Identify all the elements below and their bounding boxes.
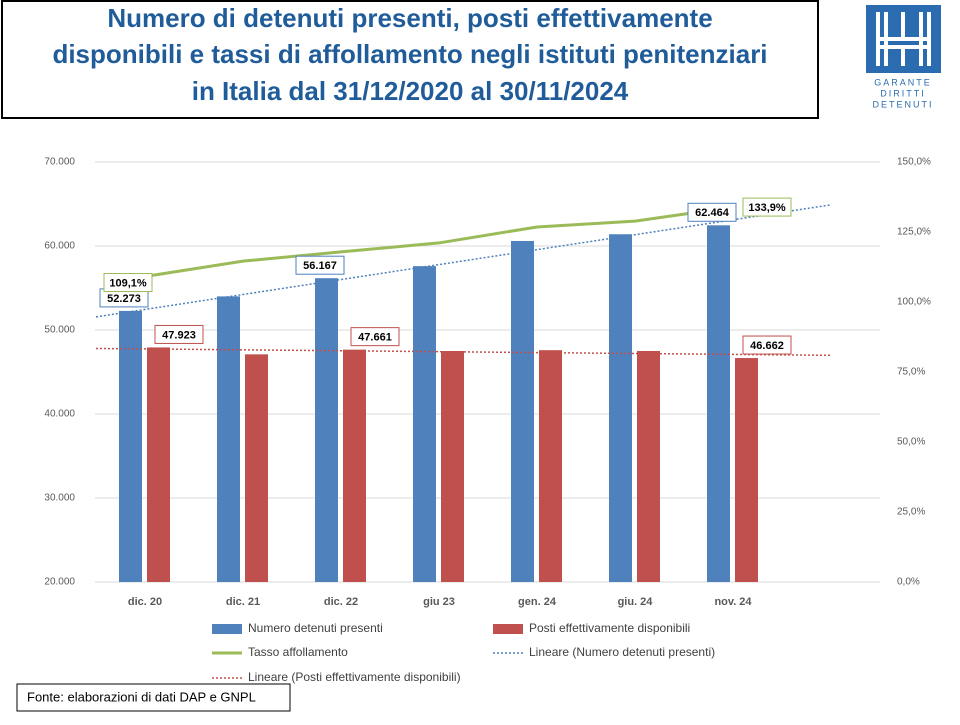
bar bbox=[637, 351, 660, 582]
value-label-box bbox=[742, 197, 792, 217]
y-tick-label: 70.000 bbox=[44, 157, 75, 168]
value-label: 52.273 bbox=[107, 293, 141, 305]
bar bbox=[147, 347, 170, 582]
bar bbox=[245, 354, 268, 582]
value-label: 47.661 bbox=[358, 332, 392, 344]
bar bbox=[217, 296, 240, 582]
value-label-box bbox=[103, 273, 153, 293]
value-label-box bbox=[295, 255, 345, 275]
logo-text: DETENUTI bbox=[873, 99, 934, 109]
x-tick-label: dic. 21 bbox=[226, 596, 260, 608]
value-label: 62.464 bbox=[695, 207, 730, 219]
bar bbox=[315, 278, 338, 582]
y-tick-label: 30.000 bbox=[44, 493, 75, 504]
x-tick-label: dic. 22 bbox=[324, 596, 358, 608]
title-line: Numero di detenuti presenti, posti effet… bbox=[107, 3, 712, 33]
y2-tick-label: 150,0% bbox=[897, 157, 931, 168]
source-box bbox=[16, 683, 291, 712]
legend-label: Tasso affollamento bbox=[248, 645, 348, 659]
bar bbox=[511, 240, 534, 582]
y2-tick-label: 25,0% bbox=[897, 507, 925, 518]
bar bbox=[119, 310, 142, 582]
title-box bbox=[1, 0, 819, 119]
y-tick-label: 40.000 bbox=[44, 409, 75, 420]
y2-tick-label: 100,0% bbox=[897, 297, 931, 308]
x-tick-label: nov. 24 bbox=[714, 596, 752, 608]
bar bbox=[539, 350, 562, 582]
legend-swatch bbox=[493, 624, 523, 634]
value-label-box bbox=[154, 324, 204, 344]
y-tick-label: 60.000 bbox=[44, 241, 75, 252]
y-tick-label: 20.000 bbox=[44, 577, 75, 588]
x-tick-label: dic. 20 bbox=[128, 596, 162, 608]
x-tick-label: giu 23 bbox=[423, 596, 455, 608]
y2-tick-label: 0,0% bbox=[897, 577, 920, 588]
value-label: 47.923 bbox=[162, 329, 196, 341]
legend-swatch bbox=[212, 624, 242, 634]
source: Fonte: elaborazioni di dati DAP e GNPL bbox=[27, 689, 256, 704]
legend-label: Posti effettivamente disponibili bbox=[529, 621, 690, 635]
legend-label: Lineare (Posti effettivamente disponibil… bbox=[248, 670, 461, 684]
value-label-box bbox=[687, 202, 737, 222]
value-label-box bbox=[742, 335, 792, 355]
bar bbox=[413, 266, 436, 582]
logo: GARANTE DIRITTI DETENUTI bbox=[866, 5, 941, 109]
bar bbox=[441, 351, 464, 582]
value-label-box bbox=[350, 327, 400, 347]
logo-text: GARANTE bbox=[874, 77, 932, 87]
trend-line bbox=[95, 347, 832, 357]
title-line: disponibili e tassi di affollamento negl… bbox=[52, 39, 767, 69]
bar bbox=[343, 349, 366, 582]
title-line: in Italia dal 31/12/2020 al 30/11/2024 bbox=[192, 76, 629, 106]
bar bbox=[735, 358, 758, 582]
x-tick-label: gen. 24 bbox=[518, 596, 557, 608]
y2-tick-label: 75,0% bbox=[897, 367, 925, 378]
line bbox=[144, 205, 734, 279]
value-label: 109,1% bbox=[109, 277, 147, 289]
value-label: 56.167 bbox=[303, 260, 337, 272]
value-label: 133,9% bbox=[748, 202, 786, 214]
bar bbox=[707, 225, 730, 582]
x-tick-label: giu. 24 bbox=[618, 596, 654, 608]
y2-tick-label: 50,0% bbox=[897, 437, 925, 448]
legend-label: Numero detenuti presenti bbox=[248, 621, 383, 635]
bar bbox=[609, 234, 632, 583]
logo-text: DIRITTI bbox=[880, 88, 926, 98]
y2-tick-label: 125,0% bbox=[897, 227, 931, 238]
y-tick-label: 50.000 bbox=[44, 325, 75, 336]
legend-label: Lineare (Numero detenuti presenti) bbox=[529, 645, 715, 659]
value-label: 46.662 bbox=[750, 340, 784, 352]
